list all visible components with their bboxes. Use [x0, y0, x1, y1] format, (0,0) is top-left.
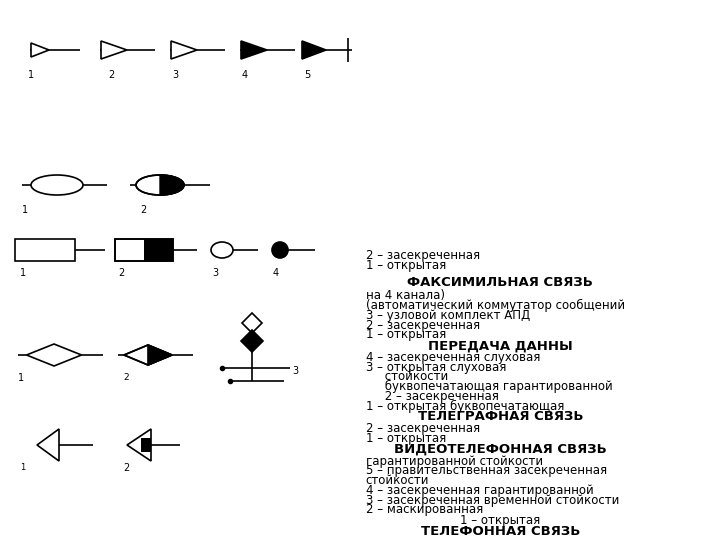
Text: 2 – засекреченная: 2 – засекреченная: [366, 422, 480, 435]
Text: 5: 5: [304, 70, 310, 80]
Polygon shape: [241, 330, 263, 352]
Text: 3 – узловой комплект АПД: 3 – узловой комплект АПД: [366, 309, 530, 322]
Bar: [144, 239, 173, 261]
Bar: [15, 239, 75, 261]
Text: 4 – засекреченная гарантированной: 4 – засекреченная гарантированной: [366, 484, 593, 497]
Polygon shape: [27, 344, 81, 366]
Text: 2: 2: [140, 205, 146, 215]
Text: 4: 4: [273, 268, 279, 278]
Polygon shape: [127, 429, 151, 461]
Text: 1 – открытая: 1 – открытая: [366, 259, 446, 272]
Text: на 4 канала): на 4 канала): [366, 289, 445, 302]
Bar: [115, 239, 173, 261]
Text: ФАКСИМИЛЬНАЯ СВЯЗЬ: ФАКСИМИЛЬНАЯ СВЯЗЬ: [408, 276, 593, 289]
Text: 1: 1: [22, 205, 28, 215]
Text: 1: 1: [28, 70, 34, 80]
Text: 2: 2: [123, 373, 129, 382]
Text: 2 – засекреченная: 2 – засекреченная: [366, 249, 480, 262]
Text: 2: 2: [108, 70, 114, 80]
Text: 1: 1: [18, 373, 24, 383]
Text: ТЕЛЕФОННАЯ СВЯЗЬ: ТЕЛЕФОННАЯ СВЯЗЬ: [420, 525, 580, 538]
Polygon shape: [160, 175, 184, 195]
Polygon shape: [124, 345, 172, 365]
Text: 1 – открытая: 1 – открытая: [366, 432, 446, 445]
Polygon shape: [31, 43, 49, 57]
Text: стойкости: стойкости: [366, 370, 448, 383]
Text: 2 – маскированная: 2 – маскированная: [366, 503, 483, 516]
Polygon shape: [241, 41, 267, 59]
Ellipse shape: [31, 175, 83, 195]
Text: 3: 3: [212, 268, 218, 278]
Ellipse shape: [136, 175, 184, 195]
Text: 1: 1: [20, 463, 25, 472]
Text: 2: 2: [123, 463, 130, 473]
Polygon shape: [171, 41, 197, 59]
Text: 1 – открытая буквопечатающая: 1 – открытая буквопечатающая: [366, 400, 564, 413]
Text: ВИДЕОТЕЛЕФОННАЯ СВЯЗЬ: ВИДЕОТЕЛЕФОННАЯ СВЯЗЬ: [394, 443, 607, 456]
Text: 3 – засекреченная временной стойкости: 3 – засекреченная временной стойкости: [366, 494, 619, 507]
Text: 5 – правительственная засекреченная: 5 – правительственная засекреченная: [366, 464, 607, 477]
Ellipse shape: [211, 242, 233, 258]
Text: (автоматический коммутатор сообщений: (автоматический коммутатор сообщений: [366, 299, 625, 312]
Text: стойкости: стойкости: [366, 474, 429, 487]
Polygon shape: [37, 429, 59, 461]
Polygon shape: [148, 345, 172, 365]
Polygon shape: [242, 313, 262, 333]
Text: 3: 3: [172, 70, 178, 80]
Text: 1 – открытая: 1 – открытая: [366, 328, 446, 341]
Text: ТЕЛЕГРАФНАЯ СВЯЗЬ: ТЕЛЕГРАФНАЯ СВЯЗЬ: [418, 410, 583, 423]
Text: ПЕРЕДАЧА ДАННЫ: ПЕРЕДАЧА ДАННЫ: [428, 339, 573, 352]
Bar: [115, 239, 173, 261]
Text: 4 – засекреченная слуховая: 4 – засекреченная слуховая: [366, 351, 540, 364]
Polygon shape: [101, 41, 127, 59]
Text: 2 – засекреченная: 2 – засекреченная: [366, 390, 499, 403]
Text: 3 – открытая слуховая: 3 – открытая слуховая: [366, 361, 506, 374]
Text: 3: 3: [292, 366, 298, 376]
Text: 4: 4: [242, 70, 248, 80]
Text: 1 – открытая: 1 – открытая: [460, 514, 541, 527]
Text: 2: 2: [118, 268, 125, 278]
Text: 1: 1: [20, 268, 26, 278]
Bar: [141, 438, 151, 452]
Polygon shape: [302, 41, 326, 59]
Circle shape: [272, 242, 288, 258]
Text: гарантированной стойкости: гарантированной стойкости: [366, 455, 543, 468]
Text: 2 – засекреченная: 2 – засекреченная: [366, 319, 480, 332]
Text: буквопечатающая гарантированной: буквопечатающая гарантированной: [366, 380, 613, 393]
